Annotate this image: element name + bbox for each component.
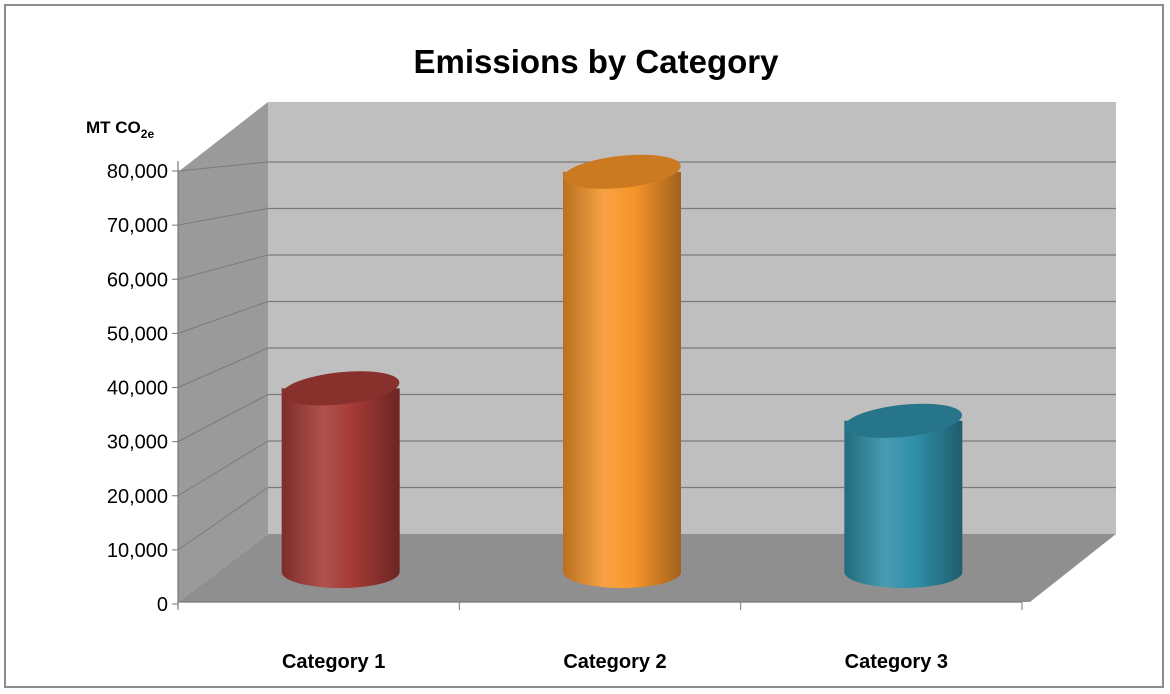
gridline-side bbox=[177, 487, 269, 551]
bar-group bbox=[281, 371, 400, 588]
y-tick-label: 60,000 bbox=[107, 269, 168, 291]
y-axis-ticks: 0 10,000 20,000 30,000 40,000 50,000 60,000 70,… bbox=[107, 161, 168, 616]
chart-canvas: 0 10,000 20,000 30,000 40,000 50,000 60,000 70,… bbox=[86, 43, 1116, 673]
y-tick-label: 70,000 bbox=[107, 215, 168, 237]
bar-body bbox=[281, 388, 400, 588]
x-axis-categories: Category 1 Category 2 Category 3 bbox=[282, 651, 948, 673]
gridline-side bbox=[177, 301, 269, 334]
y-tick-label: 10,000 bbox=[107, 540, 168, 562]
y-tick-label: 20,000 bbox=[107, 486, 168, 508]
axes bbox=[172, 161, 1023, 610]
gridline-side bbox=[177, 208, 269, 226]
y-tick-label: 80,000 bbox=[107, 161, 168, 183]
bar-body bbox=[563, 171, 681, 588]
x-category-label: Category 1 bbox=[282, 651, 385, 673]
x-category-label: Category 3 bbox=[845, 651, 948, 673]
bar-group bbox=[563, 154, 681, 588]
gridline-side bbox=[177, 161, 269, 172]
gridline-side bbox=[177, 347, 269, 388]
gridline-side bbox=[177, 440, 269, 497]
chart-frame: 0 10,000 20,000 30,000 40,000 50,000 60,000 70,… bbox=[4, 4, 1164, 688]
chart-walls bbox=[178, 102, 1116, 602]
bar-top bbox=[281, 371, 400, 406]
x-category-label: Category 2 bbox=[563, 651, 666, 673]
back-wall bbox=[268, 102, 1116, 534]
y-tick-label: 30,000 bbox=[107, 432, 168, 454]
bar-body bbox=[844, 420, 963, 588]
chart-title: Emissions by Category bbox=[414, 43, 780, 80]
y-axis-unit-subscript: 2e bbox=[141, 127, 155, 141]
y-tick-label: 50,000 bbox=[107, 323, 168, 345]
bars bbox=[281, 154, 963, 588]
bar-group bbox=[844, 403, 963, 588]
gridline-side bbox=[177, 394, 269, 443]
y-tick-label: 0 bbox=[157, 594, 168, 616]
gridlines bbox=[177, 161, 1116, 551]
y-axis-unit-main: MT CO bbox=[86, 118, 141, 137]
bar-top bbox=[563, 154, 681, 189]
bar-top bbox=[844, 403, 963, 438]
gridline-side bbox=[177, 254, 269, 280]
y-axis-unit-label: MT CO2e bbox=[86, 118, 154, 141]
side-wall bbox=[178, 102, 268, 602]
y-tick-label: 40,000 bbox=[107, 378, 168, 400]
